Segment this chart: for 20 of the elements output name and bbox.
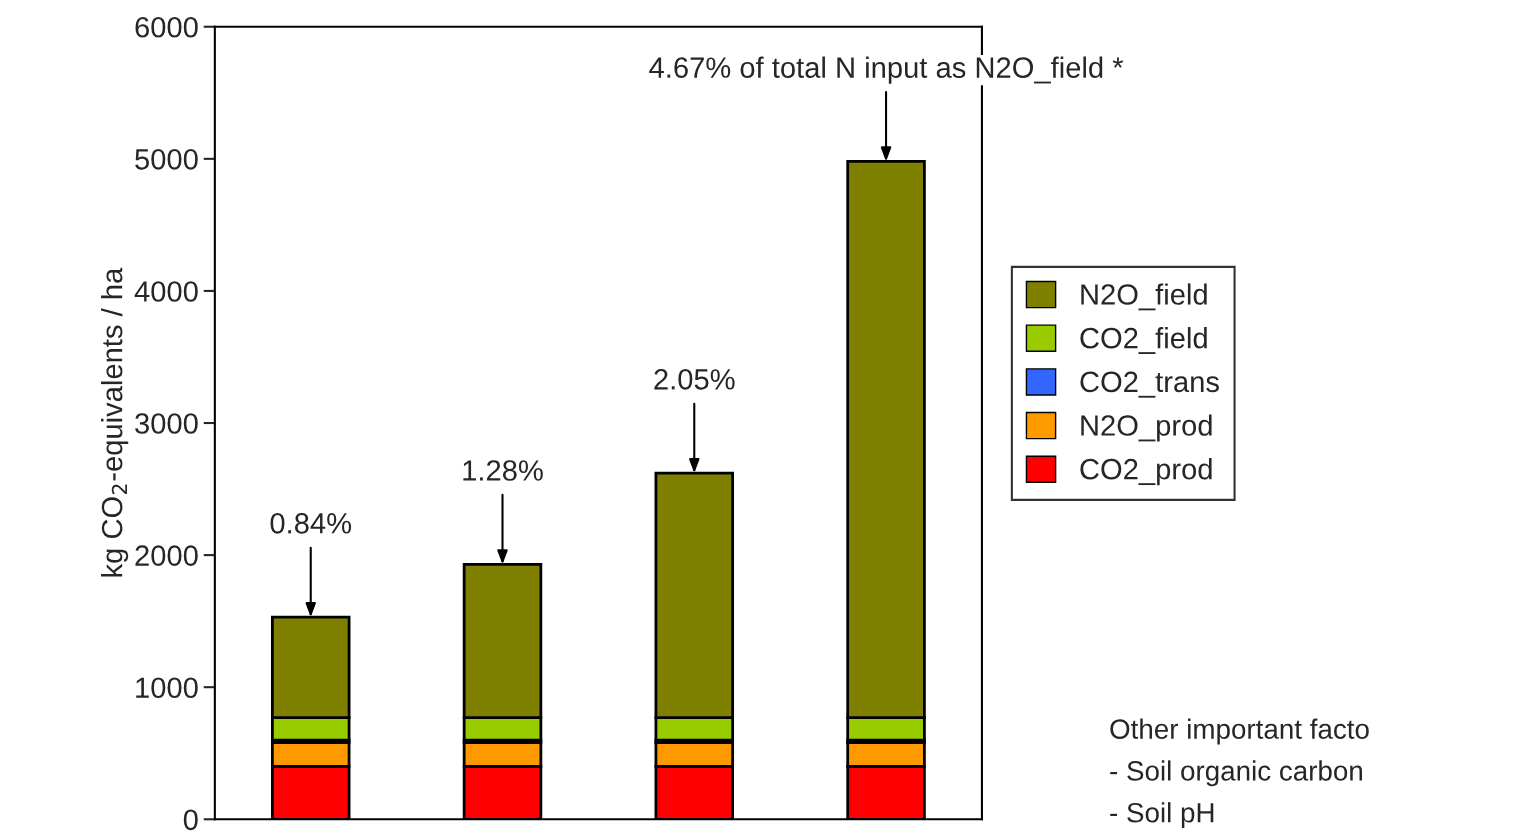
legend-label: CO2_field [1080,327,1207,354]
legend-label: CO2_prod [1080,458,1212,486]
y-tick-label: 2000 [135,545,198,566]
annotation: 2.05% [654,369,735,390]
legend-label: CO2_trans [1080,371,1219,398]
y-axis-title: kg CO$_{2}$-equivalents / ha [101,267,129,577]
y-tick-label: 6000 [135,16,198,38]
annotation: 0.84% [270,512,352,534]
y-tick-label: 5000 [135,149,198,170]
legend-label: N2O_field [1081,283,1207,311]
y-tick-label: 1000 [136,677,198,699]
legend-label: N2O_prod [1081,414,1212,442]
text: Other important facto [1110,718,1369,745]
annotation: 4.67% of total N input as N2O_field * [649,56,1124,84]
y-tick-label: 4000 [134,281,198,302]
annotation: 1.28% [463,460,543,481]
text: - Soil pH [1110,802,1214,829]
y-tick-label: 0 [183,809,198,831]
text: - Soil organic carbon [1110,760,1362,787]
y-tick-label: 3000 [135,413,198,434]
